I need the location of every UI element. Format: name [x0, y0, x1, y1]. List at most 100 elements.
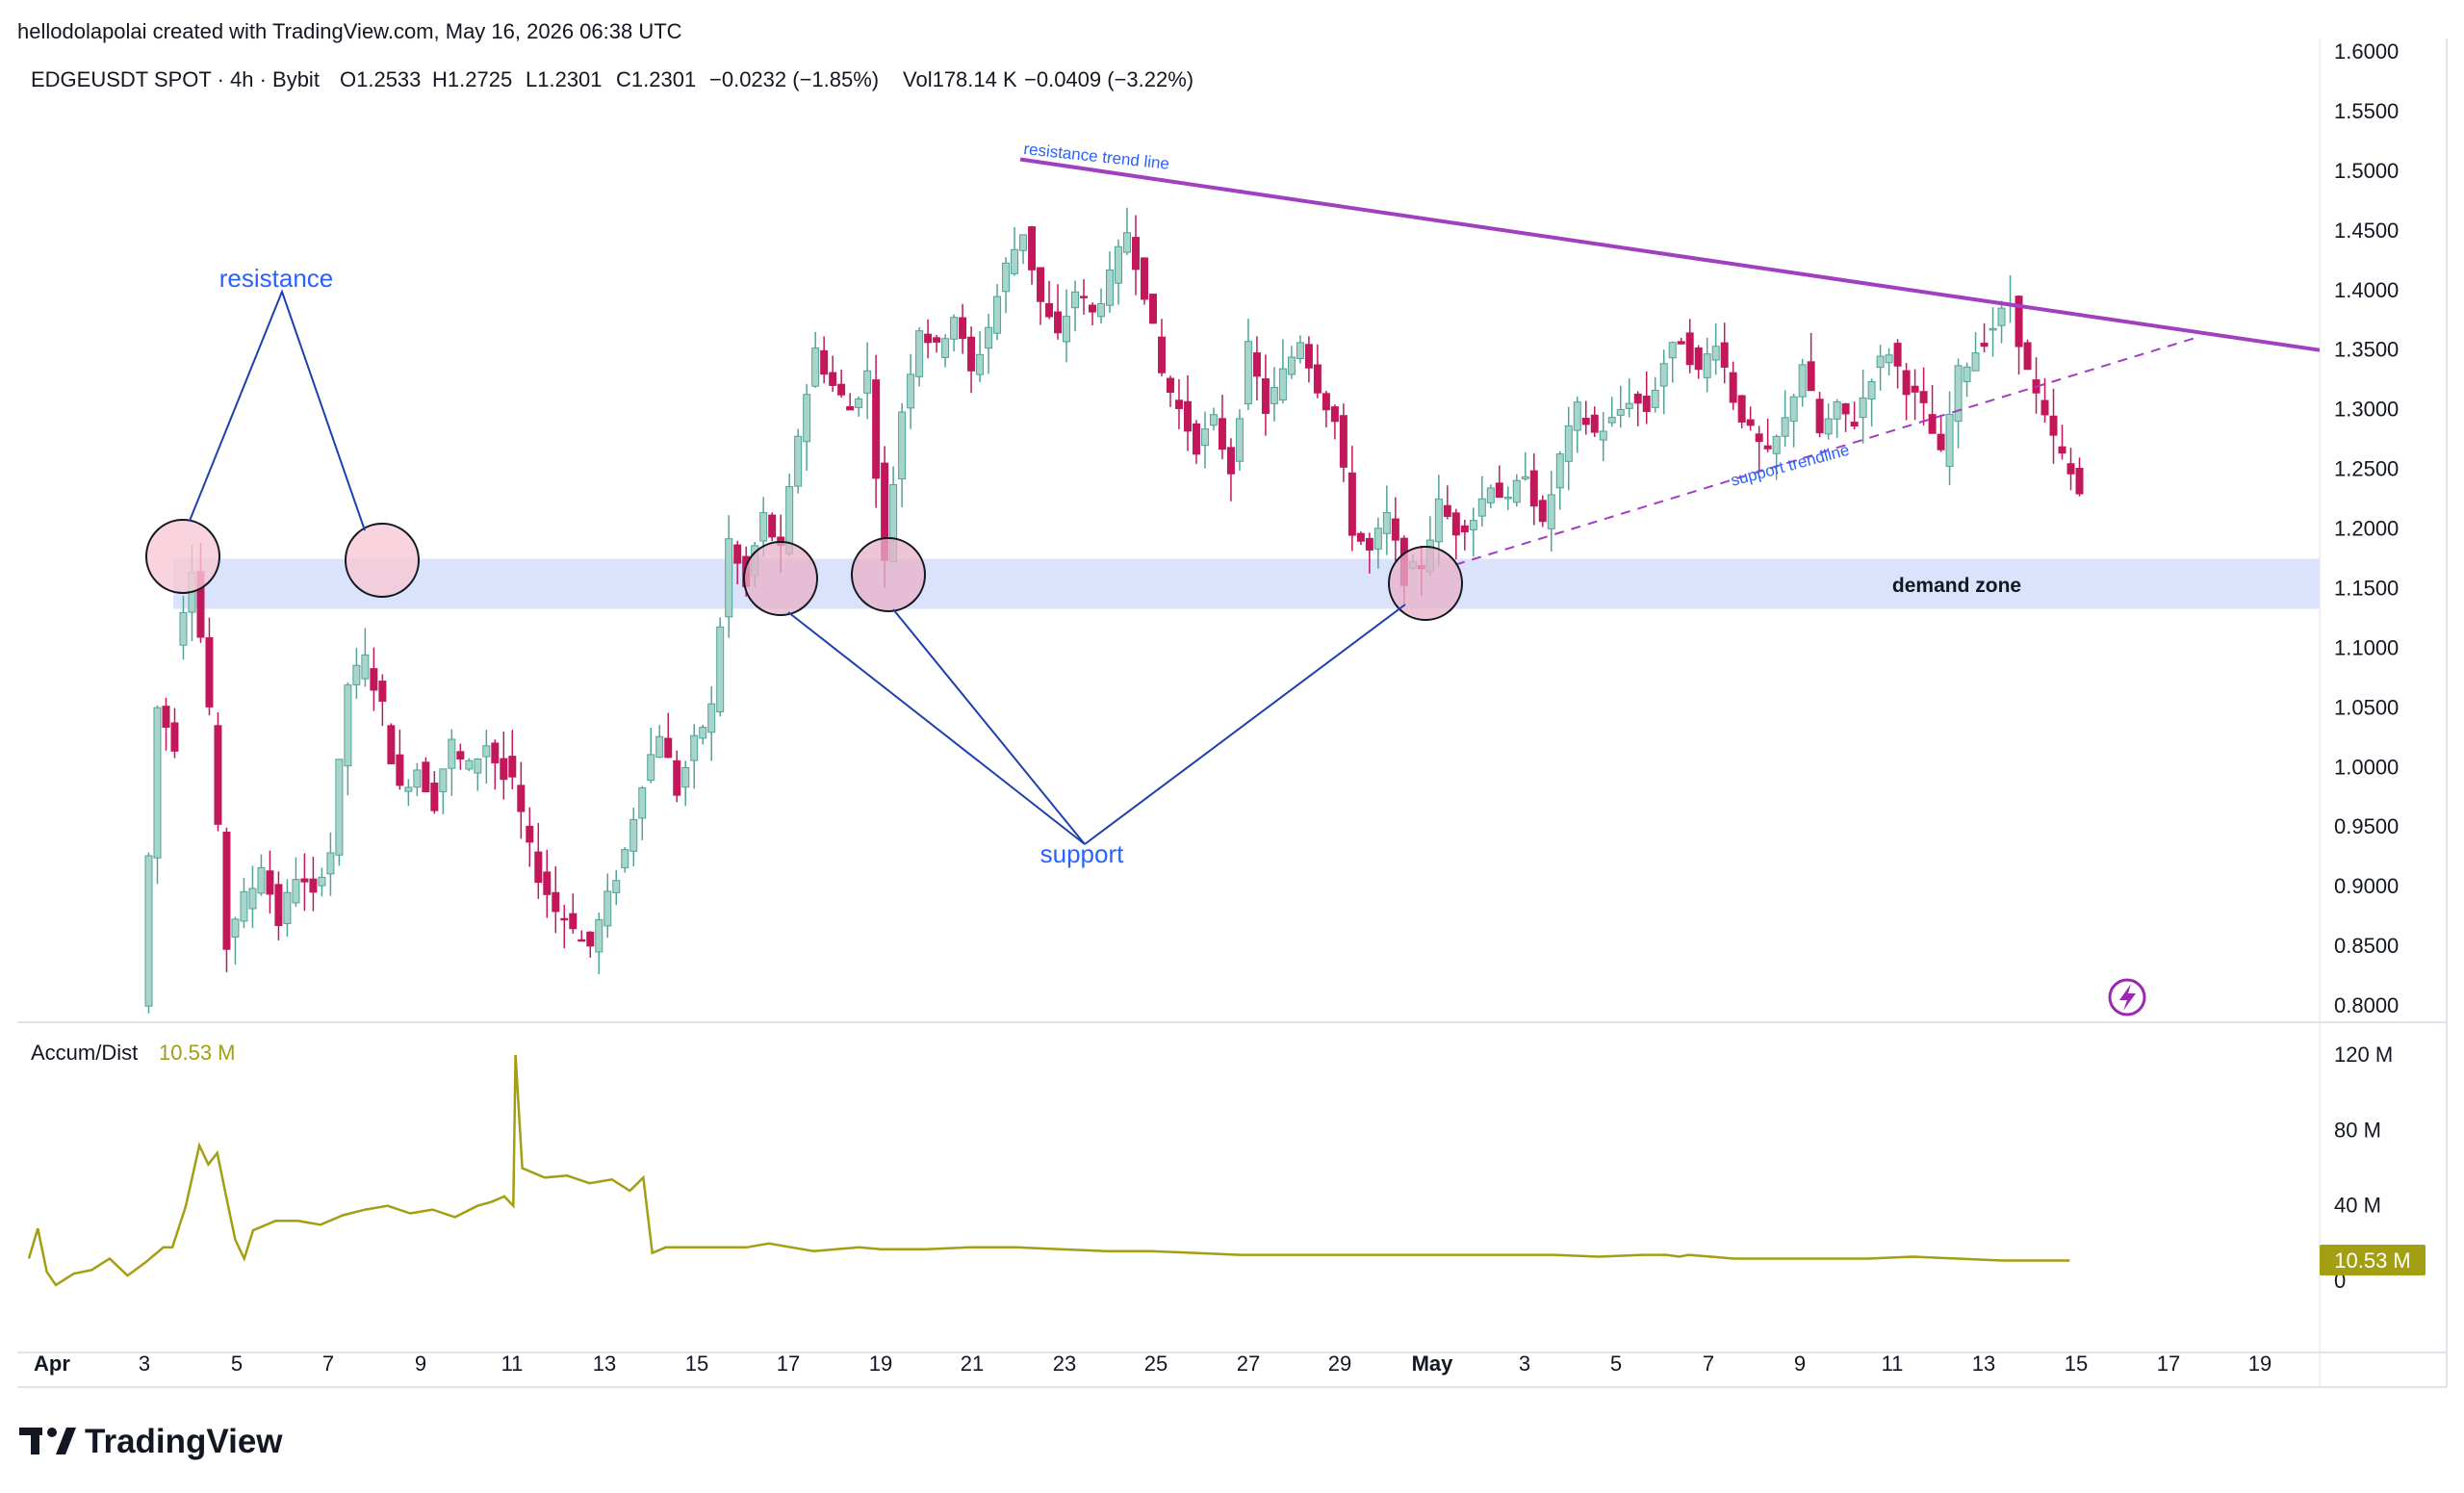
candle-up — [1711, 346, 1720, 361]
candle-up — [439, 768, 448, 792]
candle-up — [1859, 397, 1867, 419]
candle-up — [465, 759, 474, 770]
candle-up — [855, 398, 863, 408]
time-tick-label: 5 — [231, 1351, 243, 1376]
candle-up — [1945, 413, 1954, 467]
candle-down — [1893, 343, 1902, 367]
candle-up — [993, 296, 1002, 334]
candle-down — [2015, 296, 2023, 348]
time-tick-label: 19 — [869, 1351, 892, 1376]
candle-down — [768, 514, 777, 538]
lightning-icon[interactable] — [2108, 978, 2146, 1017]
candle-up — [1564, 425, 1573, 462]
candle-up — [361, 654, 370, 680]
time-tick-label: 11 — [1882, 1351, 1904, 1376]
candle-up — [1989, 327, 1997, 331]
candle-down — [967, 336, 976, 372]
time-tick-label: 3 — [1519, 1351, 1530, 1376]
time-tick-label: 21 — [961, 1351, 984, 1376]
candle-down — [422, 761, 430, 793]
time-tick-label: 19 — [2248, 1351, 2272, 1376]
support-trend-label: support trendline — [1729, 441, 1851, 490]
candle-down — [543, 871, 552, 895]
candle-up — [1011, 248, 1019, 274]
candle-up — [257, 866, 266, 894]
candle-up — [898, 411, 907, 480]
candle-down — [517, 785, 526, 812]
candle-up — [335, 759, 344, 856]
candle-up — [716, 626, 725, 712]
candle-down — [1054, 311, 1063, 334]
indicator-name[interactable]: Accum/Dist — [31, 1041, 138, 1065]
candle-up — [759, 512, 768, 542]
candle-down — [170, 722, 179, 752]
support-circle-1[interactable] — [743, 541, 818, 616]
candle-down — [1928, 414, 1937, 434]
time-tick-label: 27 — [1237, 1351, 1260, 1376]
demand-zone-box[interactable] — [173, 558, 2320, 609]
candle-up — [1469, 520, 1477, 530]
candle-down — [846, 406, 855, 411]
candle-up — [1625, 402, 1633, 409]
indicator-tick-label: 120 M — [2334, 1043, 2393, 1067]
time-tick-label: 5 — [1610, 1351, 1622, 1376]
candle-down — [1807, 361, 1815, 392]
candle-down — [222, 832, 231, 950]
candle-down — [1538, 500, 1547, 523]
candle-down — [1937, 433, 1945, 450]
candle-up — [1278, 368, 1287, 401]
price-tick-label: 1.2000 — [2334, 517, 2399, 541]
time-tick-label: Apr — [34, 1351, 70, 1376]
candle-down — [1451, 512, 1460, 536]
demand-zone-label: demand zone — [1892, 575, 2021, 597]
candle-down — [586, 931, 595, 947]
candle-down — [396, 754, 404, 786]
candle-down — [837, 383, 846, 396]
price-tick-label: 1.5000 — [2334, 159, 2399, 183]
candle-down — [1737, 395, 1746, 423]
candle-up — [707, 703, 716, 734]
indicator-tick-label: 40 M — [2334, 1194, 2381, 1218]
candle-up — [1573, 401, 1581, 431]
candle-down — [2075, 468, 2084, 495]
support-circle-2[interactable] — [851, 537, 926, 612]
candle-down — [1763, 445, 1772, 450]
candle-up — [1824, 418, 1833, 435]
candle-up — [326, 852, 335, 875]
time-tick-label: 9 — [1794, 1351, 1806, 1376]
candle-down — [1192, 423, 1200, 455]
candle-up — [1296, 342, 1304, 359]
support-trend-line[interactable] — [1454, 337, 2195, 566]
candle-up — [144, 855, 153, 1007]
candle-down — [1815, 399, 1824, 434]
time-axis[interactable]: Apr 3 5 7 9 11 13 15 17 19 21 23 25 27 29 May 3 5 7 9 11 13 15… — [34, 1351, 2272, 1376]
resistance-trend-label: resistance trend line — [1023, 140, 1170, 173]
candle-up — [1521, 476, 1529, 479]
candle-up — [1373, 528, 1382, 550]
candle-down — [309, 878, 318, 893]
symbol-info[interactable]: EDGEUSDT SPOT · 4h · Bybit — [31, 67, 320, 91]
candle-down — [1028, 226, 1037, 270]
resistance-trend-line[interactable] — [1019, 157, 2321, 352]
candle-up — [448, 738, 456, 769]
watermark-text: TradingView — [85, 1423, 283, 1460]
candle-down — [673, 759, 681, 796]
support-circle-3[interactable] — [1388, 546, 1463, 621]
resistance-circle-2[interactable] — [345, 523, 420, 598]
support-label: support — [1040, 839, 1124, 868]
candle-down — [820, 349, 829, 375]
candle-down — [1089, 304, 1097, 313]
candle-down — [2023, 342, 2032, 371]
candle-up — [985, 326, 993, 349]
candle-down — [1218, 418, 1226, 450]
candle-up — [1486, 487, 1495, 503]
indicator-tick-label: 80 M — [2334, 1118, 2381, 1142]
resistance-circle-1[interactable] — [145, 519, 220, 594]
candle-up — [1477, 498, 1486, 517]
price-axis[interactable]: 1.6000 1.5500 1.5000 1.4500 1.4000 1.3500 1.30… — [2334, 39, 2399, 1017]
price-tick-label: 1.6000 — [2334, 39, 2399, 64]
price-tick-label: 1.0000 — [2334, 755, 2399, 779]
candle-up — [1434, 498, 1443, 543]
candle-up — [612, 880, 621, 893]
